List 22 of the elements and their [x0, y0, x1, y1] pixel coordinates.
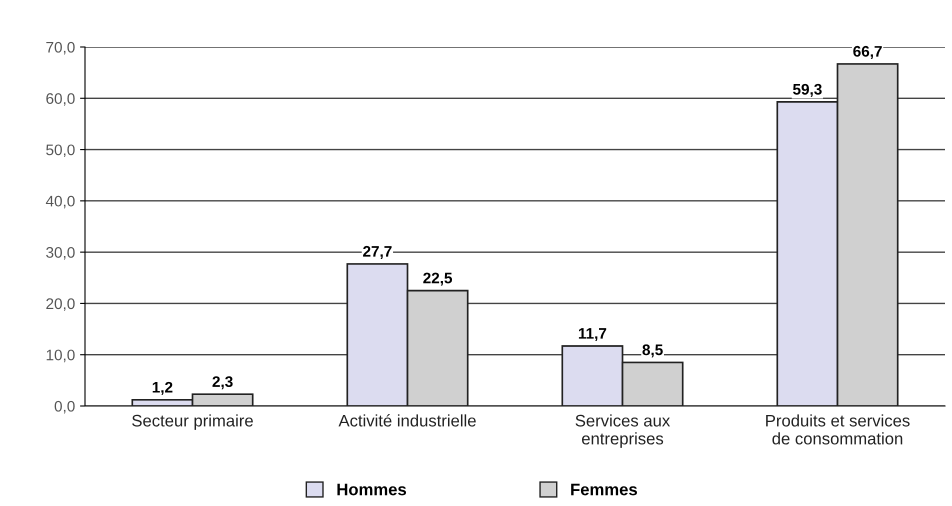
y-tick-label: 70,0	[46, 42, 75, 54]
data-label: 8,5	[642, 344, 663, 358]
data-label: 1,2	[152, 382, 172, 395]
y-tick-label: 10,0	[46, 350, 75, 362]
x-tick-label: Services aux entreprises	[576, 414, 670, 448]
y-tick-label: 40,0	[46, 196, 75, 208]
data-label: 27,7	[363, 246, 392, 259]
legend-label: Hommes	[337, 484, 406, 496]
data-label: 59,3	[793, 84, 822, 97]
y-tick-label: 20,0	[46, 298, 75, 311]
x-tick-label: Activité industrielle	[338, 414, 476, 427]
legend-label: Femmes	[571, 484, 637, 496]
data-label: 22,5	[423, 272, 452, 286]
y-tick-label: 0,0	[54, 400, 75, 414]
x-tick-label: Secteur primaire	[132, 414, 253, 430]
data-label: 11,7	[578, 328, 606, 342]
y-tick-label: 60,0	[46, 93, 75, 106]
data-label: 2,3	[212, 376, 233, 390]
y-tick-label: 50,0	[46, 144, 75, 158]
data-label: 66,7	[853, 46, 882, 59]
y-tick-label: 30,0	[46, 247, 75, 260]
x-tick-label: Produits et services de consommation	[766, 414, 910, 445]
